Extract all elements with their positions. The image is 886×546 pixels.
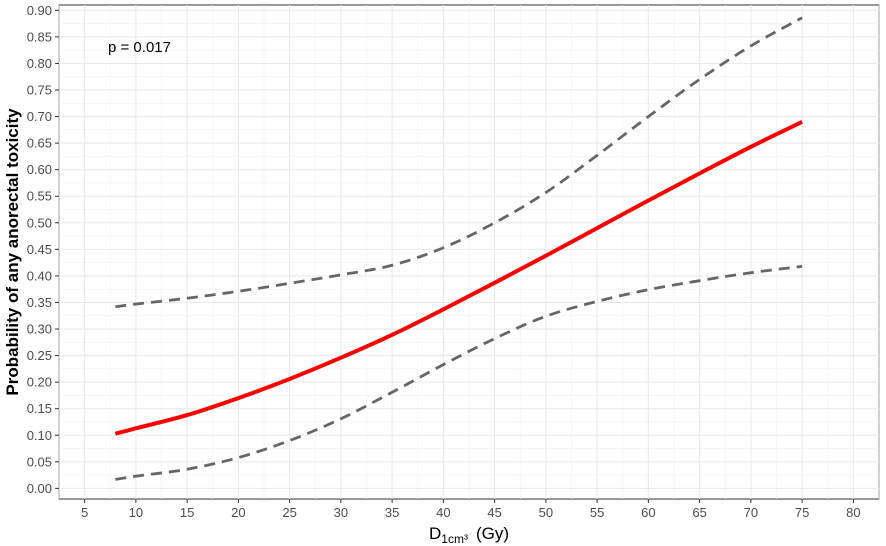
x-tick-label: 55 [590,505,604,520]
x-tick-label: 25 [282,505,296,520]
y-tick-label: 0.30 [27,322,52,337]
y-axis: 0.00 0.05 0.10 0.15 0.20 0.25 0.30 0.35 0.40 0.45… [27,3,59,496]
series-layer [114,16,804,481]
y-tick-label: 0.90 [27,3,52,18]
series-line-estimate [114,120,804,436]
series-line-lower-ci [115,264,803,481]
y-tick-label: 0.85 [27,29,52,44]
y-tick-label: 0.00 [27,481,52,496]
x-tick-label: 35 [385,505,399,520]
x-axis-title-unit: (Gy) [476,524,509,543]
grid-minor [58,5,880,499]
x-axis-title-subscript: 1cm³ [441,532,468,546]
y-tick-label: 0.15 [27,401,52,416]
x-tick-label: 30 [334,505,348,520]
y-tick-label: 0.50 [27,215,52,230]
y-tick-label: 0.60 [27,162,52,177]
x-tick-label: 50 [539,505,553,520]
x-axis: 5 10 15 20 25 30 35 40 45 50 55 60 65 70 75 80 [81,499,861,520]
x-tick-label: 40 [436,505,450,520]
x-tick-label: 75 [795,505,809,520]
y-tick-label: 0.55 [27,189,52,204]
y-tick-label: 0.45 [27,242,52,257]
x-tick-label: 60 [641,505,655,520]
y-tick-label: 0.20 [27,375,52,390]
x-tick-label: 5 [81,505,88,520]
y-tick-label: 0.80 [27,56,52,71]
y-tick-label: 0.70 [27,109,52,124]
y-tick-label: 0.40 [27,268,52,283]
y-tick-label: 0.65 [27,136,52,151]
series-line-upper-ci [115,16,803,309]
x-tick-label: 20 [231,505,245,520]
x-tick-label: 10 [129,505,143,520]
y-axis-title: Probability of any anorectal toxicity [3,108,22,396]
x-tick-label: 65 [692,505,706,520]
x-tick-label: 45 [487,505,501,520]
x-tick-label: 70 [744,505,758,520]
grid-major [59,5,879,499]
x-tick-label: 15 [180,505,194,520]
y-tick-label: 0.25 [27,348,52,363]
x-axis-title-main: D [429,524,441,543]
annotation-p-value: p = 0.017 [108,39,171,56]
y-tick-label: 0.35 [27,295,52,310]
y-tick-label: 0.10 [27,428,52,443]
x-axis-title: D1cm³ (Gy) [429,524,509,546]
y-tick-label: 0.05 [27,454,52,469]
y-tick-label: 0.75 [27,82,52,97]
x-tick-label: 80 [846,505,860,520]
